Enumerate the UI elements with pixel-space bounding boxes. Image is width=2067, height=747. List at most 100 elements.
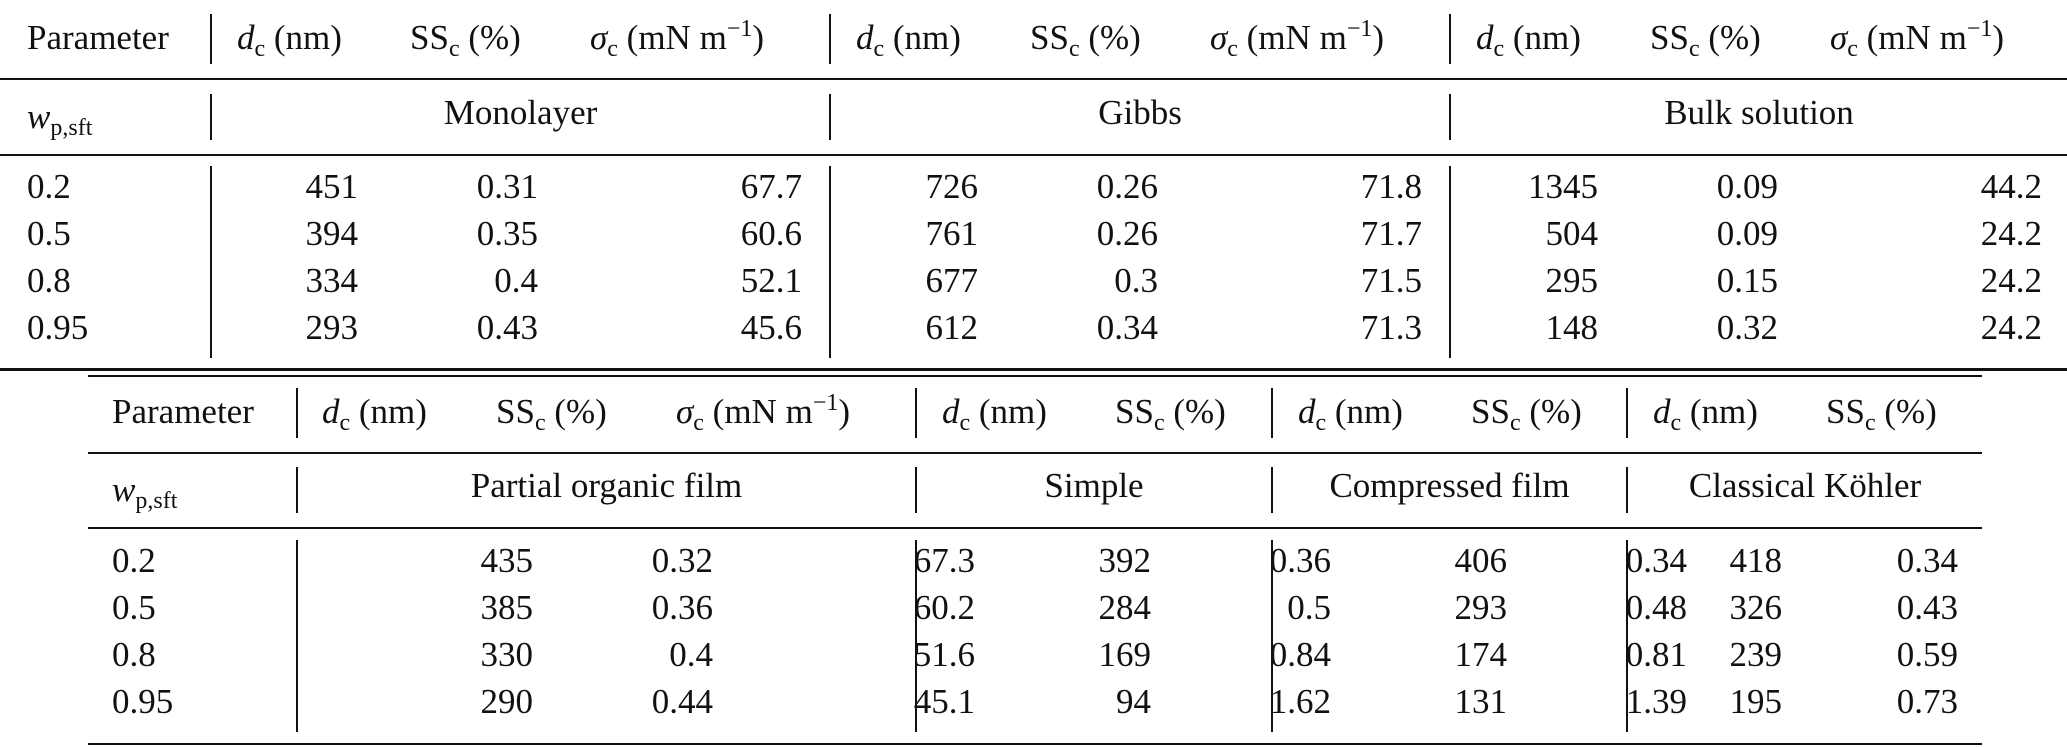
column-divider (1271, 467, 1273, 513)
column-divider (915, 388, 917, 438)
cell-sigma: 45.6 (740, 308, 802, 347)
cell-dc: 435 (480, 541, 534, 580)
cell-wpsft: 0.95 (112, 682, 174, 721)
cell-dc: 451 (305, 167, 359, 206)
cell-dc: 148 (1545, 308, 1599, 347)
cell-ssc: 0.59 (1896, 635, 1958, 674)
column-divider (829, 14, 831, 64)
cell-dc: 385 (480, 588, 534, 627)
cell-dc: 330 (480, 635, 534, 674)
header-rule (0, 78, 2067, 80)
column-divider (296, 467, 298, 513)
header-rule (88, 452, 1982, 454)
header-dc: dc (nm) (1653, 392, 1758, 436)
cell-dc: 169 (1098, 635, 1152, 674)
cell-ssc: 0.15 (1716, 261, 1778, 300)
cell-dc: 406 (1454, 541, 1508, 580)
cell-dc: 94 (1116, 682, 1151, 721)
cell-dc: 326 (1729, 588, 1783, 627)
cell-ssc: 0.5 (1287, 588, 1331, 627)
cell-ssc: 0.26 (1096, 214, 1158, 253)
cell-sigma: 71.8 (1360, 167, 1422, 206)
group-bulk-solution: Bulk solution (1664, 93, 1854, 132)
cell-sigma: 71.7 (1360, 214, 1422, 253)
cell-dc: 612 (925, 308, 979, 347)
column-divider (1271, 388, 1273, 438)
header-ssc: SSc (%) (1115, 392, 1226, 436)
header-dc: dc (nm) (856, 18, 961, 62)
column-divider (829, 94, 831, 140)
cell-ssc: 0.32 (1716, 308, 1778, 347)
header-ssc: SSc (%) (410, 18, 521, 62)
header-parameter: Parameter (112, 392, 254, 431)
cell-dc: 174 (1454, 635, 1508, 674)
header-ssc: SSc (%) (1650, 18, 1761, 62)
cell-sigma: 24.2 (1980, 261, 2042, 300)
bottom-rule (88, 743, 1982, 745)
column-divider (1449, 94, 1451, 140)
header-ssc: SSc (%) (1471, 392, 1582, 436)
column-divider (1449, 14, 1451, 64)
cell-ssc: 1.39 (1625, 682, 1687, 721)
cell-ssc: 0.3 (1114, 261, 1158, 300)
cell-dc: 293 (1454, 588, 1508, 627)
group-monolayer: Monolayer (443, 93, 598, 132)
cell-wpsft: 0.8 (27, 261, 71, 300)
cell-wpsft: 0.2 (27, 167, 71, 206)
cell-dc: 418 (1729, 541, 1783, 580)
row-label-wpsft: wp,sft (112, 470, 178, 514)
cell-ssc: 0.09 (1716, 214, 1778, 253)
cell-dc: 677 (925, 261, 979, 300)
cell-dc: 504 (1545, 214, 1599, 253)
cell-ssc: 0.31 (476, 167, 538, 206)
cell-ssc: 1.62 (1269, 682, 1331, 721)
header-dc: dc (nm) (1476, 18, 1581, 62)
group-gibbs: Gibbs (1098, 93, 1182, 132)
header-ssc: SSc (%) (1826, 392, 1937, 436)
cell-dc: 284 (1098, 588, 1152, 627)
header-ssc: SSc (%) (496, 392, 607, 436)
column-divider (1449, 166, 1451, 358)
cell-sigma: 52.1 (740, 261, 802, 300)
table-surface-models-bottom: Parameter dc (nm) SSc (%) σc (mN m−1) dc… (88, 374, 1982, 747)
cell-ssc: 0.43 (476, 308, 538, 347)
cell-ssc: 0.09 (1716, 167, 1778, 206)
header-sigma: σc (mN m−1) (590, 16, 765, 62)
cell-ssc: 0.36 (1269, 541, 1331, 580)
cell-dc: 295 (1545, 261, 1599, 300)
header-dc: dc (nm) (237, 18, 342, 62)
column-divider (1626, 540, 1628, 732)
cell-dc: 334 (305, 261, 359, 300)
cell-sigma: 60.6 (740, 214, 802, 253)
cell-sigma: 24.2 (1980, 308, 2042, 347)
cell-dc: 290 (480, 682, 534, 721)
column-divider (829, 166, 831, 358)
column-divider (210, 166, 212, 358)
column-divider (1626, 388, 1628, 438)
cell-ssc: 0.35 (476, 214, 538, 253)
header-parameter: Parameter (27, 18, 169, 57)
cell-sigma: 71.3 (1360, 308, 1422, 347)
cell-ssc: 0.73 (1896, 682, 1958, 721)
cell-wpsft: 0.5 (112, 588, 156, 627)
group-compressed-film: Compressed film (1329, 466, 1570, 505)
cell-ssc: 0.44 (651, 682, 713, 721)
cell-wpsft: 0.95 (27, 308, 89, 347)
header-ssc: SSc (%) (1030, 18, 1141, 62)
cell-ssc: 0.43 (1896, 588, 1958, 627)
cell-sigma: 44.2 (1980, 167, 2042, 206)
column-divider (1626, 467, 1628, 513)
column-divider (210, 94, 212, 140)
header-sigma: σc (mN m−1) (676, 390, 851, 436)
cell-dc: 131 (1454, 682, 1508, 721)
cell-sigma: 24.2 (1980, 214, 2042, 253)
cell-ssc: 0.32 (651, 541, 713, 580)
cell-ssc: 0.81 (1625, 635, 1687, 674)
cell-sigma: 71.5 (1360, 261, 1422, 300)
cell-ssc: 0.36 (651, 588, 713, 627)
cell-ssc: 0.4 (494, 261, 538, 300)
cell-ssc: 0.48 (1625, 588, 1687, 627)
column-divider (1271, 540, 1273, 732)
table-surface-models-top: Parameter dc (nm) SSc (%) σc (mN m−1) dc… (0, 0, 2067, 372)
cell-ssc: 0.34 (1896, 541, 1958, 580)
